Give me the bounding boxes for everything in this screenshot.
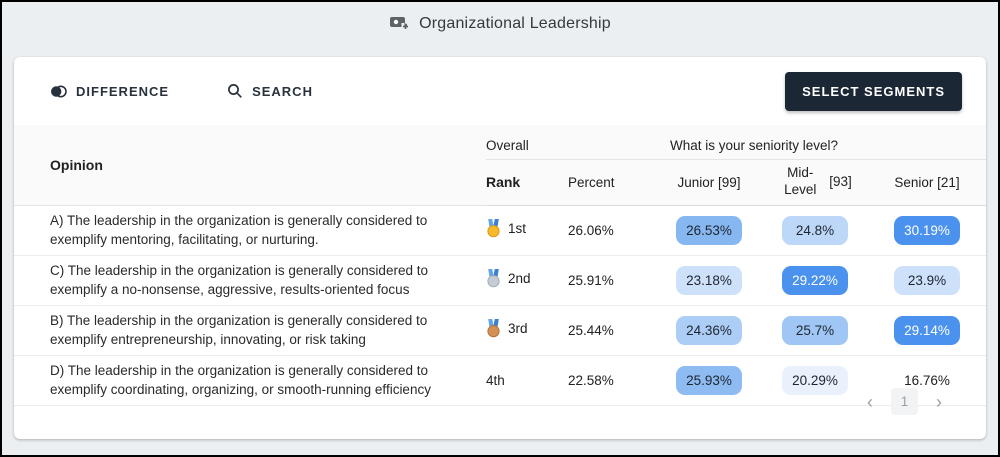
mid-level-value-pill: 29.22%: [781, 265, 848, 295]
rank-cell: 3rd: [485, 305, 568, 356]
rank-label: 1st: [507, 221, 526, 237]
pagination: ‹ 1 ›: [863, 388, 946, 415]
opinions-table: Opinion Overall What is your seniority l…: [14, 125, 986, 407]
mid-level-value-pill: 24.8%: [781, 215, 848, 245]
mid-level-label: Mid-Level: [784, 165, 817, 197]
group-header-row: Opinion Overall What is your seniority l…: [14, 125, 986, 206]
rank-cell: 4th: [485, 355, 568, 407]
current-page-indicator[interactable]: 1: [891, 388, 918, 415]
column-header-row: Rank Percent Junior [99] Mid-Level [93] …: [14, 159, 986, 206]
next-page-button[interactable]: ›: [932, 389, 946, 415]
senior-value-pill: 30.19%: [893, 215, 960, 245]
table-row: B) The leadership in the organization is…: [14, 305, 986, 356]
junior-value-pill: 23.18%: [675, 265, 742, 295]
silver-medal-icon: [486, 269, 501, 288]
percent-cell: 26.06%: [567, 205, 656, 256]
percent-cell: 25.44%: [567, 305, 656, 356]
mid-level-count: [93]: [829, 173, 852, 189]
senior-column-header[interactable]: Senior [21]: [867, 159, 986, 206]
opinion-text: C) The leadership in the organization is…: [14, 255, 486, 306]
title-bar: Organizational Leadership: [2, 2, 998, 46]
opinion-column-header: Opinion: [14, 125, 486, 206]
select-segments-button[interactable]: SELECT SEGMENTS: [785, 71, 962, 111]
search-label: SEARCH: [252, 83, 313, 99]
rank-cell: 1st: [485, 205, 568, 256]
rank-column-header[interactable]: Rank: [485, 159, 568, 206]
bronze-medal-icon: [486, 319, 501, 338]
junior-column-header[interactable]: Junior [99]: [655, 159, 762, 206]
rank-label: 3rd: [507, 321, 528, 337]
previous-page-button[interactable]: ‹: [863, 389, 877, 415]
opinion-text: B) The leadership in the organization is…: [14, 305, 486, 356]
opinion-text: A) The leadership in the organization is…: [14, 205, 486, 256]
junior-value-pill: 25.93%: [675, 365, 742, 395]
junior-value-pill: 24.36%: [675, 315, 742, 345]
difference-label: DIFFERENCE: [76, 83, 170, 99]
senior-value-pill: 29.14%: [893, 315, 960, 345]
mid-level-value-pill: 20.29%: [781, 365, 848, 395]
junior-value-pill: 26.53%: [675, 215, 742, 245]
difference-toggle-button[interactable]: DIFFERENCE: [50, 83, 169, 100]
mid-level-value-pill: 25.7%: [781, 315, 848, 345]
table-row: C) The leadership in the organization is…: [14, 255, 986, 306]
add-visualization-icon: [389, 15, 409, 33]
percent-cell: 25.91%: [567, 255, 656, 306]
difference-icon: [50, 83, 67, 100]
rank-label: 2nd: [507, 271, 531, 287]
opinion-text: D) The leadership in the organization is…: [14, 355, 486, 407]
toolbar: DIFFERENCE SEARCH SELECT SEGMENTS: [14, 57, 986, 125]
rank-cell: 2nd: [485, 255, 568, 306]
rank-label: 4th: [485, 372, 505, 388]
search-button[interactable]: SEARCH: [227, 83, 313, 99]
senior-value-pill: 16.76%: [904, 372, 950, 388]
senior-value-pill: 23.9%: [893, 265, 960, 295]
percent-cell: 22.58%: [567, 355, 656, 407]
widget-card: DIFFERENCE SEARCH SELECT SEGMENTS Opinio…: [14, 57, 986, 439]
overall-group-header: Overall: [485, 125, 656, 160]
table-row: D) The leadership in the organization is…: [14, 355, 986, 407]
page-title: Organizational Leadership: [419, 15, 611, 32]
search-icon: [227, 83, 243, 99]
mid-level-column-header[interactable]: Mid-Level [93]: [761, 159, 868, 206]
table-row: A) The leadership in the organization is…: [14, 205, 986, 256]
segments-group-header: What is your seniority level?: [655, 125, 986, 160]
percent-column-header[interactable]: Percent: [567, 159, 656, 206]
gold-medal-icon: [486, 219, 501, 238]
